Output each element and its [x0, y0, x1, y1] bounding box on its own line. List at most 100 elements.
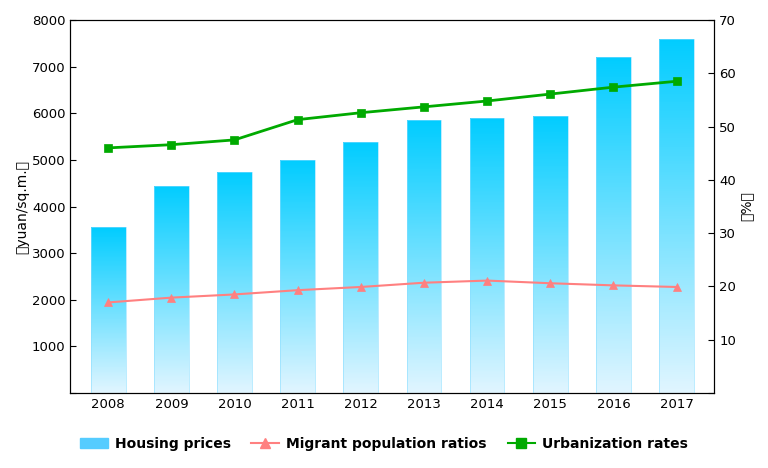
Bar [343, 312, 378, 313]
Bar [406, 332, 442, 333]
Bar [533, 275, 568, 277]
Bar [533, 299, 568, 300]
Bar [280, 375, 315, 377]
Bar [280, 247, 315, 249]
Bar [596, 386, 631, 388]
Bar [91, 297, 125, 298]
Bar [280, 238, 315, 239]
Bar [596, 316, 631, 317]
Bar [406, 159, 442, 160]
Bar [596, 150, 631, 151]
Bar [470, 191, 505, 192]
Bar [406, 385, 442, 386]
Bar [406, 182, 442, 183]
Bar [91, 325, 125, 326]
Bar [659, 366, 694, 368]
Bar [280, 332, 315, 334]
Bar [533, 351, 568, 353]
Bar [280, 341, 315, 342]
Bar [596, 79, 631, 81]
Bar [154, 223, 189, 224]
Bar [470, 251, 505, 253]
Bar [91, 343, 125, 344]
Bar [470, 181, 505, 183]
Bar [343, 146, 378, 147]
Bar [217, 287, 252, 288]
Bar [533, 116, 568, 117]
Bar [406, 139, 442, 141]
Bar [343, 354, 378, 355]
Bar [406, 127, 442, 128]
Bar [343, 259, 378, 260]
Bar [280, 387, 315, 388]
Bar [470, 383, 505, 385]
Bar [217, 196, 252, 197]
Bar [533, 322, 568, 324]
Bar [154, 237, 189, 238]
Bar [470, 326, 505, 327]
Bar [596, 59, 631, 61]
Bar [217, 339, 252, 340]
Bar [91, 314, 125, 315]
Bar [91, 274, 125, 275]
Bar [406, 223, 442, 224]
Bar [596, 365, 631, 366]
Bar [470, 375, 505, 377]
Bar [217, 277, 252, 278]
Bar [343, 186, 378, 187]
Bar [91, 255, 125, 256]
Bar [596, 176, 631, 178]
Bar [659, 223, 694, 225]
Bar [470, 158, 505, 159]
Bar [280, 191, 315, 192]
Bar [406, 207, 442, 209]
Bar [406, 197, 442, 198]
Bar [154, 205, 189, 206]
Bar [596, 265, 631, 267]
Bar [154, 390, 189, 391]
Bar [91, 328, 125, 329]
Bar [343, 318, 378, 319]
Bar [154, 202, 189, 203]
Bar [470, 243, 505, 244]
Bar [659, 51, 694, 53]
Bar [154, 231, 189, 232]
Bar [91, 332, 125, 333]
Bar [533, 369, 568, 371]
Bar [406, 383, 442, 385]
Bar [343, 371, 378, 372]
Bar [91, 289, 125, 290]
Bar [280, 274, 315, 275]
Bar [596, 314, 631, 316]
Bar [343, 353, 378, 354]
Bar [91, 335, 125, 336]
Bar [343, 347, 378, 348]
Bar [406, 302, 442, 303]
Bar [217, 311, 252, 312]
Bar [154, 221, 189, 222]
Bar [217, 210, 252, 212]
Bar [470, 187, 505, 188]
Bar [280, 215, 315, 216]
Bar [659, 74, 694, 76]
Bar [533, 292, 568, 293]
Bar [280, 213, 315, 215]
Bar [533, 343, 568, 344]
Bar [470, 305, 505, 307]
Bar [280, 278, 315, 279]
Bar [533, 263, 568, 264]
Bar [343, 157, 378, 159]
Bar [154, 376, 189, 378]
Bar [533, 209, 568, 210]
Bar [659, 356, 694, 358]
Bar [154, 248, 189, 249]
Bar [406, 337, 442, 338]
Bar [154, 220, 189, 221]
Bar [280, 380, 315, 381]
Bar [533, 281, 568, 282]
Bar [596, 346, 631, 348]
Bar [280, 344, 315, 345]
Bar [659, 95, 694, 97]
Bar [596, 301, 631, 302]
Bar [217, 308, 252, 309]
